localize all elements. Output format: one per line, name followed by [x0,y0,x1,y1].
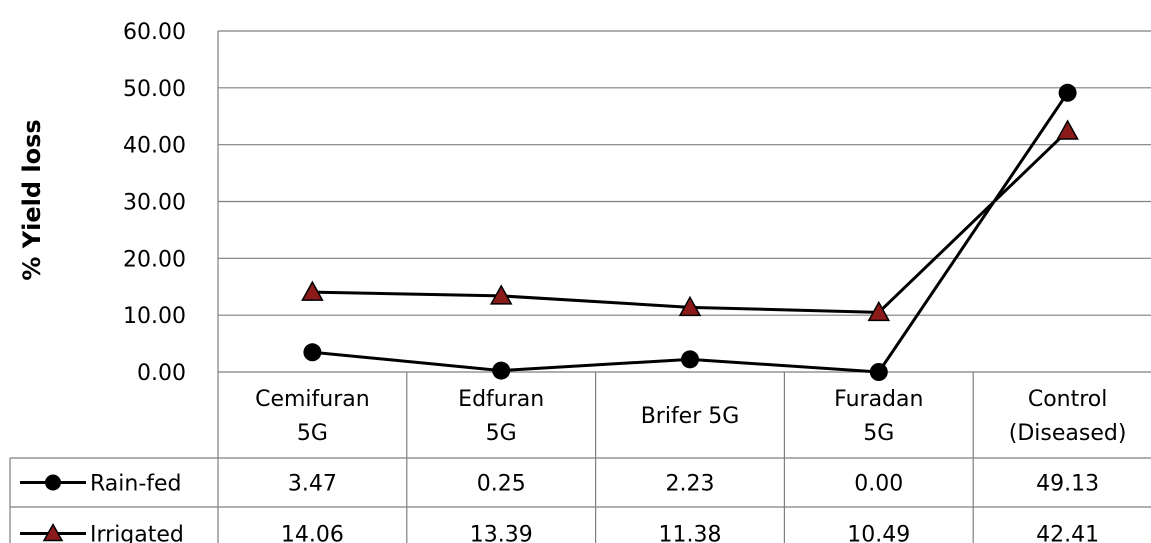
data-point [1058,83,1077,102]
y-tick-label: 20.00 [123,247,186,272]
table-value: 10.49 [847,523,910,543]
series-line [312,129,1069,314]
category-label: 5G [297,421,328,446]
table-value: 42.41 [1036,523,1099,543]
y-tick-label: 50.00 [123,77,186,102]
legend-label: Irrigated [90,523,184,543]
data-point [1056,119,1079,140]
y-tick-label: 30.00 [123,191,186,216]
data-table: Cemifuran 5G Edfuran 5G Brifer 5G Furadan 5G Co… [9,372,1151,543]
data-point [869,363,888,381]
table-value: 2.23 [666,472,715,497]
data-point [678,295,702,317]
y-axis-ticks: 0.00 10.00 20.00 30.00 40.00 50.00 60.00 [123,20,186,386]
table-value: 14.06 [281,523,344,543]
data-point [681,350,699,369]
gridlines [217,30,1151,543]
series-lines [301,83,1079,381]
legend-triangle-marker [42,522,64,542]
category-label: Control [1028,387,1108,412]
table-value: 13.39 [470,523,533,543]
category-label: Edfuran [458,387,544,412]
data-point [303,343,322,362]
data-point [492,361,511,380]
category-label: 5G [863,421,894,446]
category-label: Brifer 5G [641,404,740,429]
table-value: 0.00 [854,472,903,497]
legend-label: Rain-fed [90,472,182,497]
y-tick-label: 0.00 [137,361,186,386]
series-line [312,91,1069,374]
data-point [489,284,513,305]
table-value: 0.25 [477,472,526,497]
data-point [301,280,324,301]
data-point [867,300,891,322]
category-label: Cemifuran [255,387,370,412]
table-value: 11.38 [659,523,722,543]
category-label: (Diseased) [1009,421,1127,446]
category-label: Furadan [834,387,923,412]
y-tick-label: 10.00 [123,304,186,329]
y-tick-label: 40.00 [123,134,186,159]
table-value: 3.47 [288,472,337,497]
legend-circle-marker [45,474,61,491]
table-value: 49.13 [1036,472,1099,497]
category-label: 5G [486,421,517,446]
y-tick-label: 60.00 [123,20,186,45]
y-axis-label: % Yield loss [18,119,46,280]
